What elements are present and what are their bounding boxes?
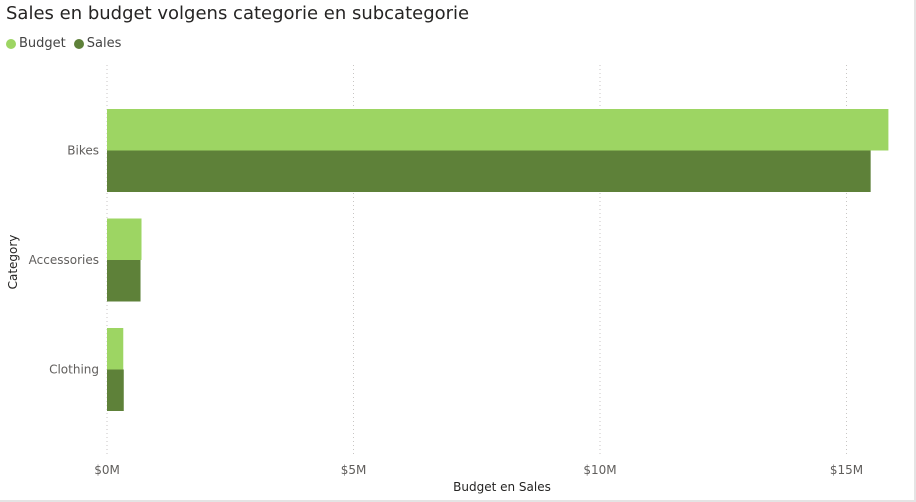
chart-title: Sales en budget volgens categorie en sub… [6,3,470,24]
legend-label-budget: Budget [19,36,66,51]
x-tick-label: $15M [830,463,863,477]
bar-sales-bikes[interactable] [107,150,871,193]
legend-item-sales[interactable]: Sales [73,36,122,51]
legend-swatch-budget [6,38,16,49]
y-tick-label: Accessories [29,253,99,267]
bar-budget-accessories[interactable] [107,218,142,261]
x-tick-label: $5M [341,463,367,477]
y-tick-label: Clothing [49,363,99,377]
legend-swatch-sales [73,38,84,49]
bar-sales-clothing[interactable] [107,369,124,412]
bar-budget-bikes[interactable] [107,109,889,151]
x-axis-title: Budget en Sales [453,480,551,494]
bar-budget-clothing[interactable] [107,328,124,370]
legend-label-sales: Sales [86,36,122,51]
x-tick-label: $0M [94,463,120,477]
chart-legend: Budget Sales [6,36,129,51]
bar-sales-accessories[interactable] [107,260,141,302]
x-tick-label: $10M [583,463,616,477]
y-tick-label: Bikes [67,144,99,158]
legend-item-budget[interactable]: Budget [6,36,66,51]
y-axis-title: Category [6,234,20,290]
